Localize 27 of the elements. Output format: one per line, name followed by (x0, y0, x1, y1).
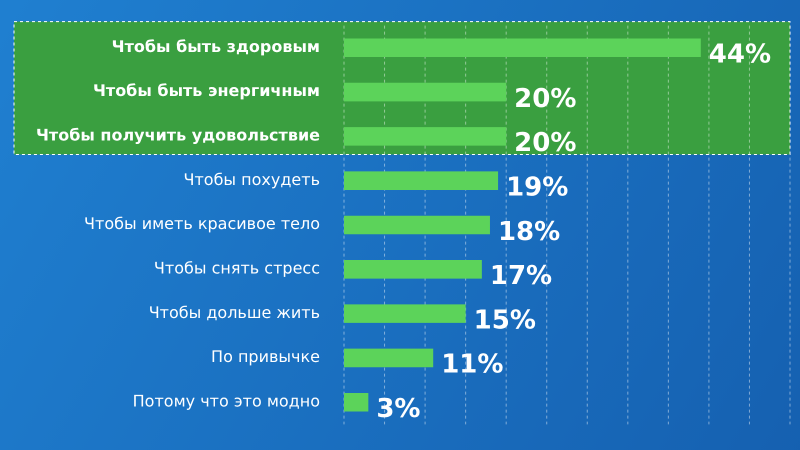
data-label: 15% (474, 305, 536, 336)
bar (344, 216, 490, 234)
bar (344, 392, 368, 412)
bar (344, 304, 466, 323)
data-label: 19% (506, 172, 568, 202)
bar (344, 348, 434, 368)
y-tick-label: Чтобы похудеть (183, 170, 320, 189)
data-label: 20% (514, 128, 576, 158)
bar (344, 127, 506, 146)
data-label: 17% (490, 261, 552, 292)
y-tick-label: Чтобы быть здоровым (112, 36, 320, 56)
data-label: 11% (441, 350, 504, 380)
data-label: 3% (376, 394, 420, 424)
data-label: 18% (498, 216, 560, 247)
y-tick-label: По привычке (211, 347, 320, 366)
bar (344, 82, 506, 102)
y-tick-label: Чтобы иметь красивое тело (84, 214, 320, 234)
bar (344, 171, 498, 190)
bar (344, 260, 482, 279)
y-tick-label: Потому что это модно (132, 391, 320, 410)
data-label: 44% (708, 40, 772, 70)
data-label: 20% (514, 84, 576, 114)
y-tick-label: Чтобы дольше жить (148, 302, 320, 322)
y-tick-label: Чтобы быть энергичным (92, 81, 320, 100)
y-tick-label: Чтобы снять стресс (154, 258, 320, 278)
y-tick-label: Чтобы получить удовольствие (36, 126, 320, 145)
bar (344, 38, 701, 58)
